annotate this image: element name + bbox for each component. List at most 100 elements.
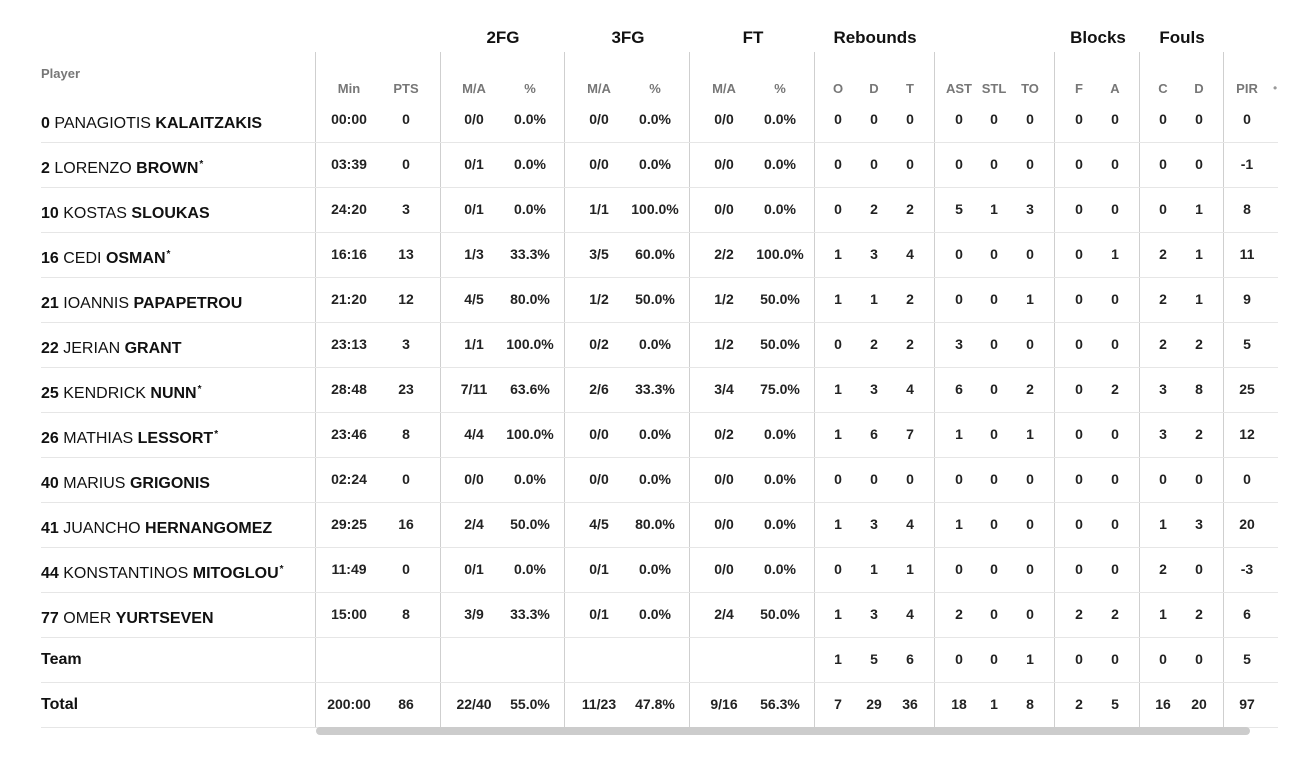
stat-reb-d: 6 — [870, 426, 878, 442]
starter-marker: * — [199, 159, 204, 170]
stat-ast: 0 — [955, 291, 963, 307]
player-last-name: MITOGLOU — [192, 565, 279, 582]
column-header-stl[interactable]: STL — [981, 81, 1007, 96]
player-name[interactable]: 21 IOANNIS PAPAPETROU — [41, 277, 243, 322]
stat-foul-d: 0 — [1195, 156, 1203, 172]
player-first-name: MATHIAS — [63, 430, 134, 447]
player-name[interactable]: 41 JUANCHO HERNANGOMEZ — [41, 502, 273, 547]
stat-foul-d: 2 — [1195, 426, 1203, 442]
stat-foul-d: 0 — [1195, 111, 1203, 127]
stat-blk-f: 0 — [1075, 156, 1083, 172]
table-row[interactable]: 22 JERIAN GRANT 23:13 3 1/1 100.0% 0/2 0.0% 1/2… — [41, 322, 1278, 368]
column-header-reb-o[interactable]: O — [832, 81, 844, 96]
table-row[interactable]: 16 CEDI OSMAN* 16:16 13 1/3 33.3% 3/5 60.0% 2/2… — [41, 232, 1278, 278]
stat-pir: 9 — [1243, 291, 1251, 307]
stat-3fg-ma: 4/5 — [589, 516, 609, 532]
table-row[interactable]: 10 KOSTAS SLOUKAS 24:20 3 0/1 0.0% 1/1 100.0% 0… — [41, 187, 1278, 233]
table-row[interactable]: 2 LORENZO BROWN* 03:39 0 0/1 0.0% 0/0 0.0% 0/0 0… — [41, 142, 1278, 188]
stat-blk-a: 0 — [1111, 561, 1119, 577]
stat-reb-t: 36 — [902, 696, 918, 712]
stat-3fg-pct: 50.0% — [635, 291, 675, 307]
column-header-3fg-ma[interactable]: M/A — [587, 81, 611, 96]
stat-ft-pct: 50.0% — [760, 606, 800, 622]
stat-ast: 0 — [955, 156, 963, 172]
stat-reb-t: 6 — [906, 651, 914, 667]
column-divider — [814, 52, 815, 728]
player-name[interactable]: 26 MATHIAS LESSORT* — [41, 412, 218, 457]
stat-foul-c: 16 — [1155, 696, 1171, 712]
stat-3fg-pct: 80.0% — [635, 516, 675, 532]
stat-2fg-ma: 22/40 — [456, 696, 492, 712]
column-header-2fg-pct[interactable]: % — [524, 81, 536, 96]
stat-stl: 0 — [990, 516, 998, 532]
stat-blk-f: 0 — [1075, 651, 1083, 667]
starter-marker: * — [197, 384, 202, 395]
player-name[interactable]: 44 KONSTANTINOS MITOGLOU* — [41, 547, 284, 592]
table-row[interactable]: 40 MARIUS GRIGONIS 02:24 0 0/0 0.0% 0/0 0.0% 0/… — [41, 457, 1278, 503]
stat-reb-o: 1 — [834, 246, 842, 262]
table-row[interactable]: 41 JUANCHO HERNANGOMEZ 29:25 16 2/4 50.0% 4/5… — [41, 502, 1278, 548]
stat-pir: 5 — [1243, 336, 1251, 352]
column-header-to[interactable]: TO — [1021, 81, 1039, 96]
player-name[interactable]: 40 MARIUS GRIGONIS — [41, 457, 211, 502]
column-header-reb-d[interactable]: D — [869, 81, 879, 96]
stat-foul-c: 0 — [1159, 651, 1167, 667]
player-name[interactable]: 22 JERIAN GRANT — [41, 322, 183, 367]
player-name[interactable]: 25 KENDRICK NUNN* — [41, 367, 202, 412]
stat-ast: 18 — [951, 696, 967, 712]
column-header-foul-d[interactable]: D — [1194, 81, 1204, 96]
column-header-ft-ma[interactable]: M/A — [712, 81, 736, 96]
column-header-blk-a[interactable]: A — [1110, 81, 1120, 96]
player-column-header[interactable]: Player — [41, 66, 81, 81]
column-header-3fg-pct[interactable]: % — [649, 81, 661, 96]
stat-ft-ma: 0/0 — [714, 471, 734, 487]
player-first-name: LORENZO — [54, 160, 132, 177]
stat-3fg-pct: 0.0% — [639, 111, 671, 127]
stat-stl: 1 — [990, 696, 998, 712]
stat-2fg-ma: 0/1 — [464, 561, 484, 577]
player-name[interactable]: 10 KOSTAS SLOUKAS — [41, 187, 211, 232]
stat-stl: 0 — [990, 651, 998, 667]
stat-pts: 13 — [398, 246, 414, 262]
stat-blk-f: 0 — [1075, 471, 1083, 487]
stat-3fg-pct: 0.0% — [639, 426, 671, 442]
table-row[interactable]: 25 KENDRICK NUNN* 28:48 23 7/11 63.6% 2/6 33.3… — [41, 367, 1278, 413]
stat-reb-d: 29 — [866, 696, 882, 712]
column-header-blk-f[interactable]: F — [1075, 81, 1083, 96]
stat-3fg-pct: 47.8% — [635, 696, 675, 712]
stat-ft-pct: 0.0% — [764, 426, 796, 442]
player-name[interactable]: 2 LORENZO BROWN* — [41, 142, 203, 187]
stat-blk-a: 2 — [1111, 381, 1119, 397]
stat-reb-t: 4 — [906, 381, 914, 397]
column-header-reb-t[interactable]: T — [906, 81, 914, 96]
stat-pts: 0 — [402, 471, 410, 487]
column-header-ast[interactable]: AST — [946, 81, 972, 96]
column-header-min[interactable]: Min — [337, 81, 361, 96]
table-row[interactable]: 21 IOANNIS PAPAPETROU 21:20 12 4/5 80.0% 1/2 5… — [41, 277, 1278, 323]
table-row[interactable]: 0 PANAGIOTIS KALAITZAKIS 00:00 0 0/0 0.0% 0/0… — [41, 97, 1278, 143]
table-row[interactable]: 77 OMER YURTSEVEN 15:00 8 3/9 33.3% 0/1 0.0% 2/… — [41, 592, 1278, 638]
column-header-ft-pct[interactable]: % — [774, 81, 786, 96]
player-first-name: IOANNIS — [63, 295, 130, 312]
table-row[interactable]: 44 KONSTANTINOS MITOGLOU* 11:49 0 0/1 0.0% 0/… — [41, 547, 1278, 593]
stat-to: 0 — [1026, 606, 1034, 622]
stat-2fg-ma: 4/4 — [464, 426, 484, 442]
stat-3fg-pct: 0.0% — [639, 606, 671, 622]
stat-to: 0 — [1026, 156, 1034, 172]
stat-stl: 0 — [990, 291, 998, 307]
stat-reb-d: 1 — [870, 561, 878, 577]
stat-reb-t: 4 — [906, 246, 914, 262]
player-name[interactable]: 16 CEDI OSMAN* — [41, 232, 170, 277]
column-header-2fg-ma[interactable]: M/A — [462, 81, 486, 96]
stat-pts: 86 — [398, 696, 414, 712]
column-header-pts[interactable]: PTS — [393, 81, 419, 96]
table-row[interactable]: 26 MATHIAS LESSORT* 23:46 8 4/4 100.0% 0/0 0.0… — [41, 412, 1278, 458]
player-name[interactable]: 0 PANAGIOTIS KALAITZAKIS — [41, 97, 263, 142]
horizontal-scrollbar[interactable] — [316, 727, 1250, 735]
column-header-pir[interactable]: PIR — [1236, 81, 1258, 96]
player-name[interactable]: 77 OMER YURTSEVEN — [41, 592, 215, 637]
player-number: 2 — [41, 160, 50, 177]
player-last-name: BROWN — [136, 160, 199, 177]
stat-reb-t: 2 — [906, 291, 914, 307]
column-header-foul-c[interactable]: C — [1158, 81, 1168, 96]
